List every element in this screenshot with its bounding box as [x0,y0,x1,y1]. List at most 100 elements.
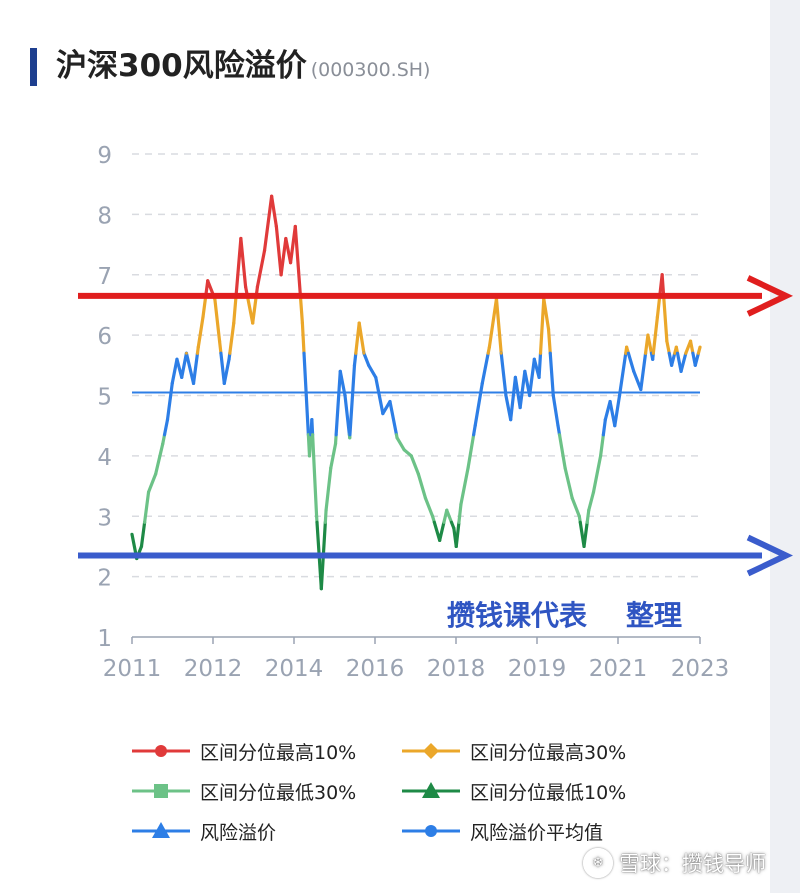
series-segment [494,297,503,355]
series-point [130,532,134,536]
legend-label: 区间分位最低30% [200,781,357,804]
series-point [232,321,236,325]
snowball-logo-icon: ❄ [583,848,613,878]
series-segment [180,351,189,379]
series-segment [445,508,454,524]
chart-title-text: 沪深300风险溢价 [56,48,307,84]
series-segment [473,381,484,428]
series-segment [423,496,435,518]
series-segment [538,297,546,355]
series-point [459,502,463,506]
series-segment [388,399,399,437]
series-segment [307,433,313,458]
series-point [175,357,179,361]
series-point [402,448,406,452]
y-tick-label: 6 [97,324,112,350]
legend-swatch-top30 [402,743,460,759]
legend-label: 风险溢价平均值 [470,821,604,844]
series-point [256,285,259,289]
series-point [357,321,361,325]
series-segment [239,236,248,289]
watermark: ❄ 雪球：攒钱导师 [583,848,766,878]
x-tick-label: 2012 [184,656,243,682]
series-segment [613,393,622,428]
series-segment [348,363,357,437]
x-tick-label: 2014 [265,656,324,682]
series-point [388,400,392,403]
series-segment [162,418,170,437]
legend-label: 风险溢价 [200,821,277,844]
chart-subtitle: (000300.SH) [310,59,431,81]
series-segment [651,315,660,355]
series-segment [213,297,222,343]
series-segment [146,472,158,494]
legend-item-bottom10: 区间分位最低10% [400,776,626,806]
x-tick-label: 2016 [346,656,405,682]
series-segment [688,339,695,355]
series-point [665,339,669,343]
series-segment [298,294,304,325]
series-segment [338,369,347,398]
series-segment [362,351,371,367]
series-point [509,418,513,422]
legend-swatch-premium [132,822,190,838]
x-tick-label: 2018 [427,656,486,682]
series-point [656,315,659,319]
series-segment [234,236,243,298]
credit-text: 攒钱课代表 整理 [447,599,682,632]
series-point [632,369,636,373]
legend-swatch-bottom30 [132,784,190,798]
series-point [670,363,673,367]
x-tick-label: 2011 [103,656,162,682]
legend-label: 区间分位最高30% [470,741,627,764]
series-point [599,454,602,458]
legend-item-top30: 区间分位最高30% [400,736,626,766]
series-segment [395,436,406,452]
series-point [487,345,491,349]
series-segment [196,315,205,349]
series-point [274,225,278,228]
series-point [270,194,274,198]
series-segment [438,520,446,543]
legend-swatch-average [402,825,460,837]
series-point [334,442,337,446]
series-segment [499,351,508,398]
series-point [431,514,434,518]
series-segment [201,294,208,319]
series-point [308,454,311,458]
series-point [244,285,248,289]
series-point [523,369,527,373]
series-segment [454,520,461,549]
series-point [518,406,522,409]
series-segment [626,351,636,373]
series-point [532,357,536,361]
series-segment [323,508,328,524]
series-segment [343,393,351,437]
series-point [582,545,586,548]
series-point [660,273,664,277]
series-segment [582,520,589,549]
series-point [563,466,567,470]
series-point [466,466,470,470]
series-segment [459,466,470,506]
chart-title: 沪深300风险溢价 (000300.SH) [56,40,430,85]
series-segment [679,351,688,373]
series-point [639,388,643,391]
series-segment [302,351,310,437]
y-tick-label: 4 [97,445,112,471]
series-point [693,363,697,367]
series-point [551,394,555,397]
series-point [547,327,550,331]
x-tick-label: 2023 [671,656,730,682]
series-segment [311,433,319,518]
series-point [674,345,678,349]
series-point [504,394,508,397]
series-point [293,225,297,228]
series-point [161,442,165,446]
y-tick-label: 2 [97,566,112,592]
legend-label: 区间分位最低10% [470,781,627,804]
series-point [206,279,210,283]
legend-item-bottom30: 区间分位最低30% [130,776,356,806]
